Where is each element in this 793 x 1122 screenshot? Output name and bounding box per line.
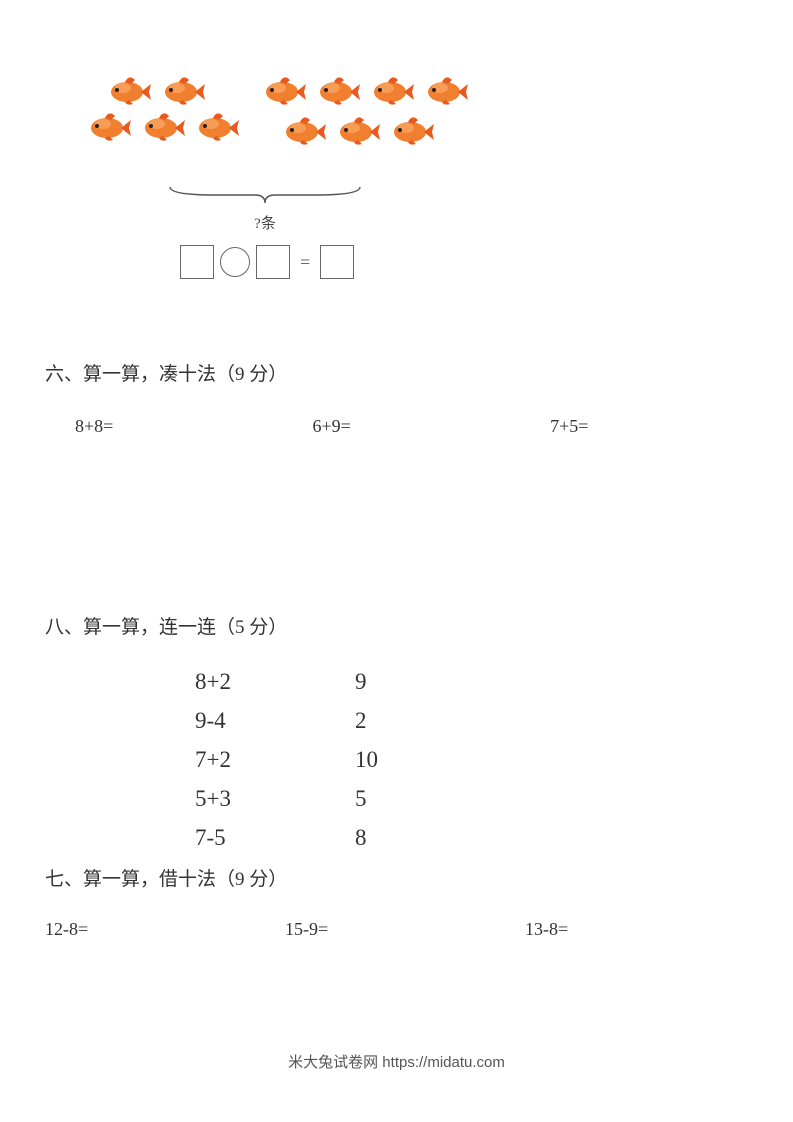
match-expression: 8+2: [195, 669, 355, 695]
fish-icon: [334, 110, 382, 148]
fish-rows: [70, 70, 748, 170]
fish-icon: [139, 106, 187, 144]
equals-sign: =: [296, 252, 314, 273]
match-answer: 9: [355, 669, 415, 695]
problem-6-1: 8+8=: [75, 416, 313, 437]
section-7: 七、算一算，借十法（9 分） 12-8= 15-9= 13-8=: [45, 864, 748, 940]
section-7-title: 七、算一算，借十法（9 分）: [45, 864, 748, 891]
match-expression: 5+3: [195, 786, 355, 812]
problem-6-2: 6+9=: [313, 416, 551, 437]
curly-bracket: [165, 185, 365, 205]
problem-7-1: 12-8=: [45, 919, 285, 940]
match-row: 7+210: [195, 747, 748, 773]
answer-box-result[interactable]: [320, 245, 354, 279]
section-7-problems: 12-8= 15-9= 13-8=: [45, 919, 748, 940]
match-expression: 7+2: [195, 747, 355, 773]
match-answer: 10: [355, 747, 415, 773]
operator-circle[interactable]: [220, 247, 250, 277]
fish-icon: [105, 70, 153, 108]
fish-group2-row1: [260, 70, 470, 108]
fish-icon: [159, 70, 207, 108]
problem-7-3: 13-8=: [525, 919, 725, 940]
problem-7-2: 15-9=: [285, 919, 525, 940]
section-6: 六、算一算，凑十法（9 分） 8+8= 6+9= 7+5=: [45, 359, 748, 437]
fish-icon: [388, 110, 436, 148]
match-row: 8+29: [195, 669, 748, 695]
section-8: 八、算一算，连一连（5 分） 8+299-427+2105+357-58: [45, 612, 748, 851]
fish-icon: [368, 70, 416, 108]
match-row: 9-42: [195, 708, 748, 734]
section-6-title: 六、算一算，凑十法（9 分）: [45, 359, 748, 386]
answer-box-1[interactable]: [180, 245, 214, 279]
fish-icon: [280, 110, 328, 148]
match-row: 7-58: [195, 825, 748, 851]
fish-group2-row2: [280, 110, 436, 148]
match-expression: 9-4: [195, 708, 355, 734]
match-answer: 8: [355, 825, 415, 851]
fish-icon: [422, 70, 470, 108]
equation-boxes: =: [180, 245, 748, 279]
fish-icon: [314, 70, 362, 108]
match-row: 5+35: [195, 786, 748, 812]
fish-icon: [193, 106, 241, 144]
bracket-area: ?条: [165, 185, 365, 233]
footer-text: 米大兔试卷网 https://midatu.com: [0, 1051, 793, 1072]
match-table: 8+299-427+2105+357-58: [195, 669, 748, 851]
section-8-title: 八、算一算，连一连（5 分）: [45, 612, 748, 639]
match-answer: 5: [355, 786, 415, 812]
bracket-label: ?条: [165, 212, 365, 233]
fish-icon: [260, 70, 308, 108]
fish-icon: [85, 106, 133, 144]
fish-counting-diagram: ?条 =: [70, 70, 748, 279]
match-answer: 2: [355, 708, 415, 734]
answer-box-2[interactable]: [256, 245, 290, 279]
match-expression: 7-5: [195, 825, 355, 851]
section-6-problems: 8+8= 6+9= 7+5=: [75, 416, 748, 437]
problem-6-3: 7+5=: [550, 416, 748, 437]
